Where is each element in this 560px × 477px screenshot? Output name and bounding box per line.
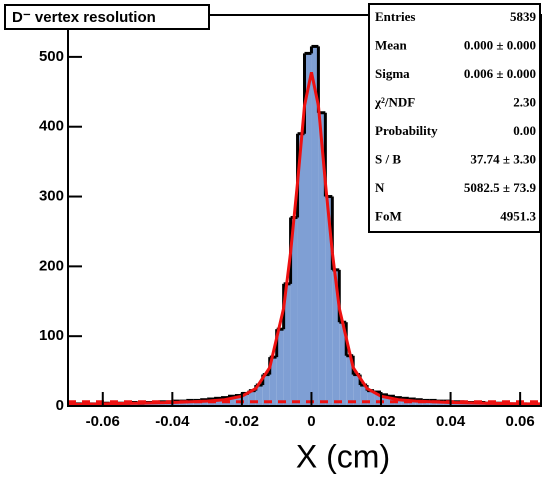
y-tick-label: 0 [56,397,64,414]
bar [227,396,235,406]
stats-value: 2.30 [513,95,536,110]
stats-value: 0.006 ± 0.000 [464,66,536,81]
bar [262,374,270,406]
bar [374,392,382,406]
stats-value: 0.000 ± 0.000 [464,38,536,53]
y-tick-label: 300 [39,188,64,205]
bar [353,374,361,406]
stats-value: 4951.3 [500,209,536,224]
stats-label: N [375,180,385,195]
bar [325,196,333,406]
bar [346,355,354,406]
y-tick-label: 500 [39,48,64,65]
bar [332,269,340,406]
bar [318,112,326,406]
bar [408,399,416,406]
y-tick-label: 100 [39,327,64,344]
bar [311,46,319,406]
x-tick-label: -0.04 [155,413,190,430]
x-axis-label: X (cm) [296,438,390,474]
bar [241,393,249,406]
x-tick-label: 0 [307,413,315,430]
stats-value: 5839 [510,9,537,24]
bar [381,394,388,406]
title-box [4,4,210,30]
bar [248,390,256,406]
bar [297,133,305,407]
y-tick-label: 200 [39,257,64,274]
bar [394,397,402,406]
bar [367,390,375,406]
x-tick-label: -0.06 [86,413,120,430]
stats-label: Probability [375,123,438,138]
stats-value: 5082.5 ± 73.9 [464,180,537,195]
stats-value: 0.00 [513,123,536,138]
bar [269,357,277,406]
stats-label: Mean [375,38,408,53]
x-tick-label: 0.06 [506,413,535,430]
x-tick-label: -0.02 [225,413,259,430]
stats-label: S / B [375,152,401,167]
bar [283,283,291,406]
stats-label: Sigma [375,66,410,81]
bar [360,385,368,406]
bar [290,217,298,406]
stats-label: χ²/NDF [374,95,415,110]
bar [276,329,284,406]
bar [255,385,263,406]
bar [214,398,222,406]
bar [200,399,208,406]
x-tick-label: 0.04 [436,413,466,430]
stats-label: Entries [375,9,415,24]
chart-title: D⁻ vertex resolution [12,9,156,26]
stats-value: 37.74 ± 3.30 [470,152,536,167]
bar [339,322,347,406]
x-tick-label: 0.02 [366,413,395,430]
y-tick-label: 400 [39,118,64,135]
fit-curve [67,71,541,407]
bar [304,53,312,406]
bar [422,400,430,406]
stats-label: FoM [375,209,402,224]
stats-box [368,3,541,233]
